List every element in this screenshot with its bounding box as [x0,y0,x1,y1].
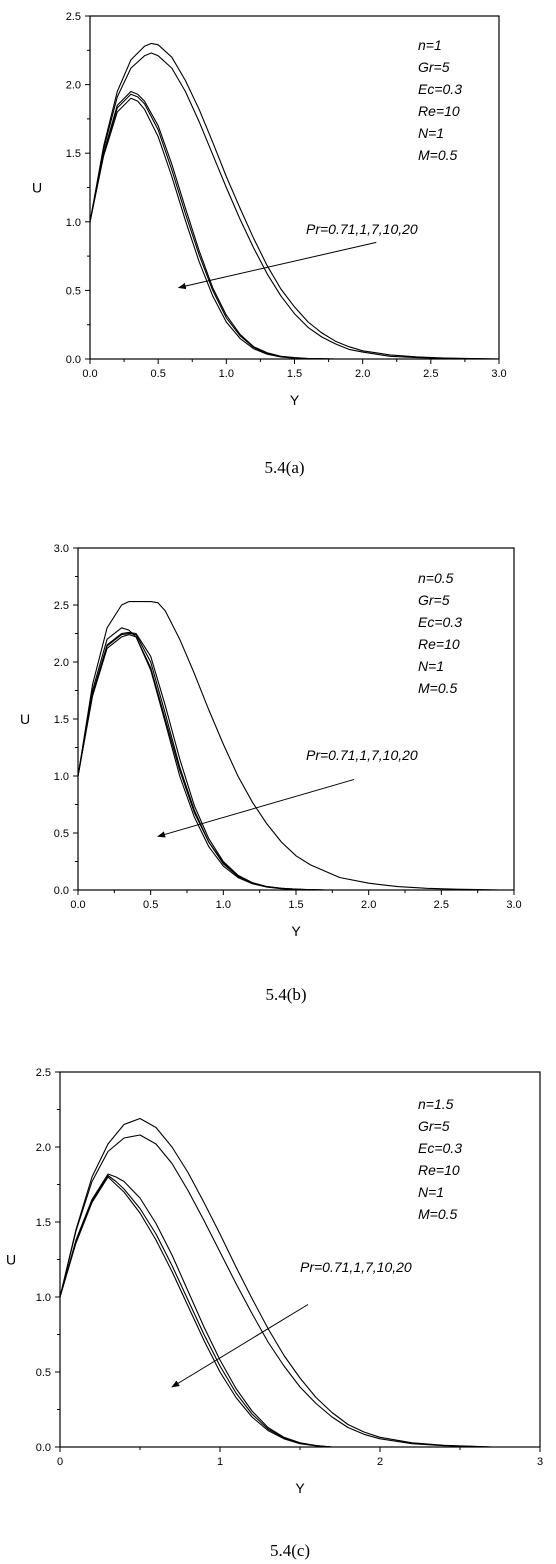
y-tick-label: 1.5 [54,714,69,726]
param-label: Re=10 [418,1162,460,1178]
x-tick-label: 0.0 [82,368,97,380]
x-tick-label: 2.5 [434,899,449,911]
param-label: Re=10 [418,636,460,652]
y-tick-label: 2.5 [66,11,81,23]
param-label: n=1 [418,37,442,53]
pr-annotation: Pr=0.71,1,7,10,20 [306,221,418,237]
x-tick-label: 2.0 [361,899,376,911]
x-tick-label: 0.0 [70,899,85,911]
y-tick-label: 2.5 [36,1067,51,1079]
x-tick-label: 2.5 [423,368,438,380]
series-line-0 [89,42,500,360]
pr-annotation: Pr=0.71,1,7,10,20 [306,747,418,763]
series-line-4 [77,634,326,891]
y-tick-label: 1.5 [36,1217,51,1229]
x-tick-label: 2.0 [355,368,370,380]
y-tick-label: 2.0 [54,657,69,669]
y-axis-label: U [20,711,30,727]
param-label: Re=10 [418,103,460,119]
y-tick-label: 2.0 [36,1142,51,1154]
y-tick-label: 0.5 [36,1367,51,1379]
x-axis-label: Y [295,1480,305,1496]
param-label: Ec=0.3 [418,81,462,97]
param-label: N=1 [418,125,444,141]
x-tick-label: 3.0 [506,899,521,911]
y-axis-label: U [6,1252,16,1268]
param-label: Ec=0.3 [418,614,462,630]
series-line-2 [77,631,326,891]
series-line-0 [77,601,500,891]
y-tick-label: 3.0 [54,543,69,555]
series-line-1 [59,1134,493,1448]
series-line-4 [59,1176,333,1448]
param-label: Ec=0.3 [418,1140,462,1156]
pr-annotation: Pr=0.71,1,7,10,20 [300,1259,412,1275]
x-axis-label: Y [291,923,301,939]
pr-arrow [171,1304,309,1388]
param-label: N=1 [418,658,444,674]
y-tick-label: 1.0 [66,217,81,229]
x-tick-label: 1.0 [219,368,234,380]
x-tick-label: 3 [537,1456,543,1468]
series-line-1 [89,52,500,360]
figure-caption: 5.4(c) [270,1541,310,1560]
series-line-4 [89,97,336,360]
chart-panel-0: 0.0 0.5 1.0 1.5 2.0 2.5 3.0 0.0 0.5 1.0 1.5 2.0 2.5 Y… [32,11,507,477]
series-line-3 [77,632,326,891]
param-label: n=0.5 [418,570,454,586]
param-label: Gr=5 [418,1118,450,1134]
pr-arrow [157,778,355,838]
y-tick-label: 0.0 [36,1442,51,1454]
y-tick-label: 0.5 [66,285,81,297]
y-tick-label: 1.5 [66,148,81,160]
param-label: Gr=5 [418,59,450,75]
x-tick-label: 0.5 [143,899,158,911]
param-label: M=0.5 [418,147,458,163]
y-tick-label: 2.5 [54,600,69,612]
param-label: M=0.5 [418,680,458,696]
series-line-3 [59,1174,333,1448]
y-tick-label: 0.5 [54,828,69,840]
y-tick-label: 0.0 [54,885,69,897]
x-tick-label: 0 [57,1456,63,1468]
series-line-2 [89,90,336,360]
x-tick-label: 0.5 [151,368,166,380]
x-tick-label: 1.5 [287,368,302,380]
y-axis-label: U [32,180,42,196]
y-tick-label: 2.0 [66,80,81,92]
param-label: Gr=5 [418,592,450,608]
x-tick-label: 1.5 [288,899,303,911]
figure-caption: 5.4(a) [264,458,304,477]
param-label: N=1 [418,1184,444,1200]
x-tick-label: 2 [377,1456,383,1468]
series-line-1 [77,627,326,891]
param-label: n=1.5 [418,1096,454,1112]
x-tick-label: 3.0 [491,368,506,380]
series-line-3 [89,93,336,360]
figure-caption: 5.4(b) [265,985,306,1004]
chart-panel-2: 0 1 2 3 0.0 0.5 1.0 1.5 2.0 2.5 Y Un=1.5 Gr=5 Ec=0.3 R… [6,1067,543,1560]
x-tick-label: 1 [217,1456,223,1468]
y-tick-label: 0.0 [66,354,81,366]
series-line-2 [59,1173,333,1448]
series-line-0 [59,1117,493,1448]
y-tick-label: 1.0 [54,771,69,783]
pr-arrow [177,241,377,290]
x-tick-label: 1.0 [216,899,231,911]
y-tick-label: 1.0 [36,1292,51,1304]
param-label: M=0.5 [418,1206,458,1222]
x-axis-label: Y [290,392,300,408]
chart-panel-1: 0.0 0.5 1.0 1.5 2.0 2.5 3.0 0.0 0.5 1.0 1.5 2.0 2.5 3… [20,543,522,1004]
